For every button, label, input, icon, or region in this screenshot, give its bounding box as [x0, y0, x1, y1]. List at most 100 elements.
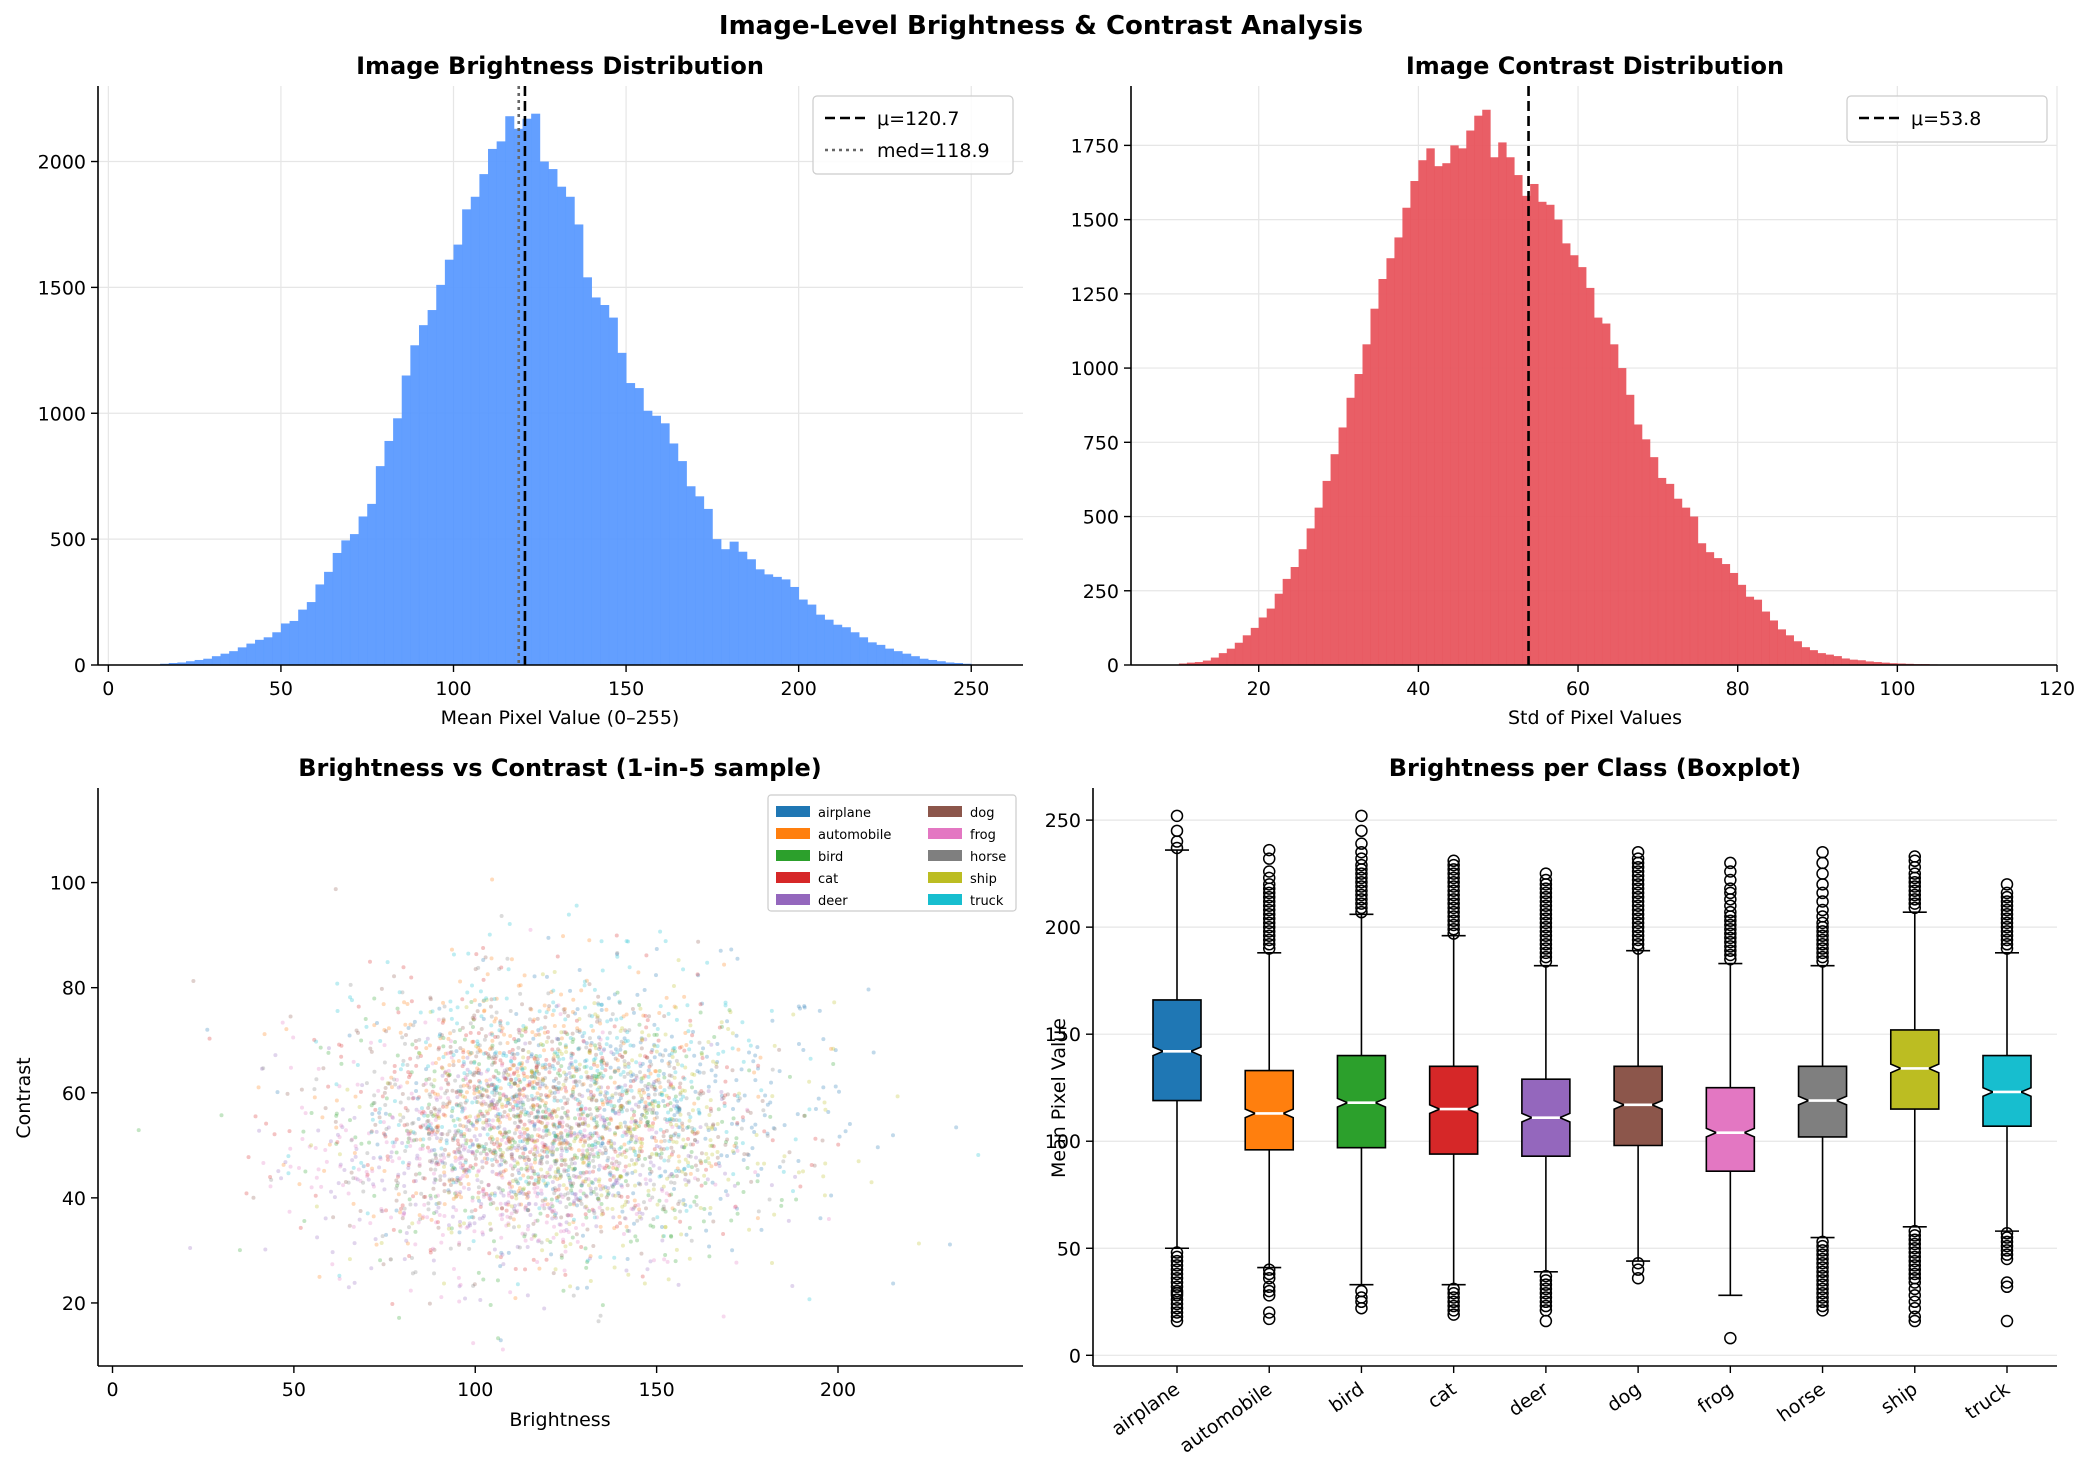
scatter-point-airplane: [428, 1125, 433, 1130]
histogram-bar: [1250, 627, 1260, 665]
scatter-point-truck: [556, 1124, 561, 1129]
scatter-point-ship: [762, 1161, 767, 1166]
scatter-point-horse: [701, 1070, 706, 1075]
scatter-point-bird: [431, 1084, 436, 1089]
scatter-point-dog: [556, 1047, 561, 1052]
scatter-point-ship: [643, 1109, 648, 1114]
scatter-point-frog: [382, 1043, 387, 1048]
scatter-point-dog: [749, 1179, 754, 1184]
scatter-point-cat: [422, 1176, 427, 1181]
scatter-point-horse: [482, 1192, 487, 1197]
scatter-point-airplane: [719, 1093, 724, 1098]
scatter-point-truck: [575, 1098, 580, 1103]
scatter-point-cat: [435, 1125, 440, 1130]
scatter-point-bird: [741, 1190, 746, 1195]
scatter-point-cat: [532, 1056, 537, 1061]
scatter-point-deer: [480, 1159, 485, 1164]
scatter-point-dog: [502, 1109, 507, 1114]
flier-point: [1816, 867, 1829, 880]
scatter-point-truck: [544, 1129, 549, 1134]
scatter-point-automobile: [511, 1104, 516, 1109]
histogram-bar: [496, 141, 506, 665]
scatter-point-ship: [449, 1230, 454, 1235]
scatter-point-frog: [558, 1229, 563, 1234]
scatter-point-frog: [506, 1191, 511, 1196]
scatter-point-dog: [666, 1079, 671, 1084]
scatter-point-airplane: [529, 1054, 534, 1059]
scatter-point-frog: [500, 1175, 505, 1180]
scatter-point-truck: [565, 1132, 570, 1137]
scatter-point-dog: [368, 1046, 373, 1051]
flier-point: [1447, 1291, 1460, 1304]
scatter-point-deer: [686, 1153, 691, 1158]
scatter-point-dog: [694, 1131, 699, 1136]
scatter-point-deer: [643, 1037, 648, 1042]
histogram-bar: [1210, 657, 1220, 665]
scatter-point-airplane: [672, 1187, 677, 1192]
scatter-point-cat: [392, 1063, 397, 1068]
scatter-point-ship: [525, 1138, 530, 1143]
scatter-point-cat: [440, 1020, 445, 1025]
scatter-point-ship: [674, 1123, 679, 1128]
scatter-point-frog: [573, 1078, 578, 1083]
legend-swatch-horse: [928, 850, 962, 861]
scatter-point-bird: [326, 1050, 331, 1055]
scatter-point-dog: [550, 1039, 555, 1044]
scatter-point-deer: [489, 1099, 494, 1104]
scatter-point-frog: [496, 1172, 501, 1177]
scatter-point-horse: [637, 1149, 642, 1154]
scatter-point-dog: [508, 1215, 513, 1220]
scatter-point-dog: [599, 1075, 604, 1080]
scatter-point-horse: [635, 1218, 640, 1223]
scatter-point-frog: [528, 1120, 533, 1125]
histogram-bar: [1522, 195, 1531, 665]
scatter-point-truck: [716, 1051, 721, 1056]
scatter-point-dog: [436, 1225, 441, 1230]
scatter-point-horse: [516, 1143, 521, 1148]
scatter-point-ship: [656, 1104, 661, 1109]
scatter-point-frog: [600, 1184, 605, 1189]
scatter-point-bird: [734, 1136, 739, 1141]
scatter-point-ship: [345, 1087, 350, 1092]
scatter-point-cat: [601, 1211, 606, 1216]
scatter-point-automobile: [579, 988, 584, 993]
scatter-point-dog: [546, 1035, 551, 1040]
scatter-point-ship: [587, 1050, 592, 1055]
scatter-point-truck: [595, 1068, 600, 1073]
scatter-point-frog: [268, 1184, 273, 1189]
scatter-point-airplane: [669, 1171, 674, 1176]
scatter-point-dog: [690, 1129, 695, 1134]
scatter-point-deer: [512, 1158, 517, 1163]
scatter-point-truck: [553, 1134, 558, 1139]
scatter-point-automobile: [540, 1065, 545, 1070]
scatter-point-horse: [518, 1119, 523, 1124]
scatter-point-cat: [544, 1057, 549, 1062]
flier-point: [1539, 1295, 1553, 1309]
scatter-point-automobile: [446, 1036, 451, 1041]
scatter-point-frog: [458, 1224, 463, 1229]
scatter-point-frog: [587, 1147, 592, 1152]
scatter-point-bird: [372, 1193, 377, 1198]
flier-point: [1724, 918, 1737, 932]
scatter-point-automobile: [598, 1224, 603, 1229]
scatter-point-airplane: [632, 1221, 637, 1226]
scatter-point-ship: [511, 1178, 516, 1183]
scatter-point-truck: [544, 1010, 549, 1015]
x-tick-label: 200: [820, 1379, 856, 1401]
scatter-point-automobile: [475, 1100, 480, 1105]
scatter-point-deer: [790, 1284, 795, 1289]
scatter-point-dog: [585, 1074, 590, 1079]
scatter-point-automobile: [529, 1165, 534, 1170]
y-tick-label: 100: [1045, 1131, 1081, 1153]
scatter-point-truck: [677, 1108, 682, 1113]
scatter-point-truck: [398, 1067, 403, 1072]
scatter-point-automobile: [513, 1099, 518, 1104]
box-automobile: [1244, 843, 1295, 1326]
scatter-point-deer: [487, 1122, 492, 1127]
scatter-point-airplane: [701, 1046, 706, 1051]
scatter-point-cat: [563, 1272, 568, 1277]
scatter-point-dog: [428, 1167, 433, 1172]
scatter-point-cat: [530, 1138, 535, 1143]
histogram-bar: [902, 653, 912, 665]
histogram-bar: [712, 539, 722, 665]
